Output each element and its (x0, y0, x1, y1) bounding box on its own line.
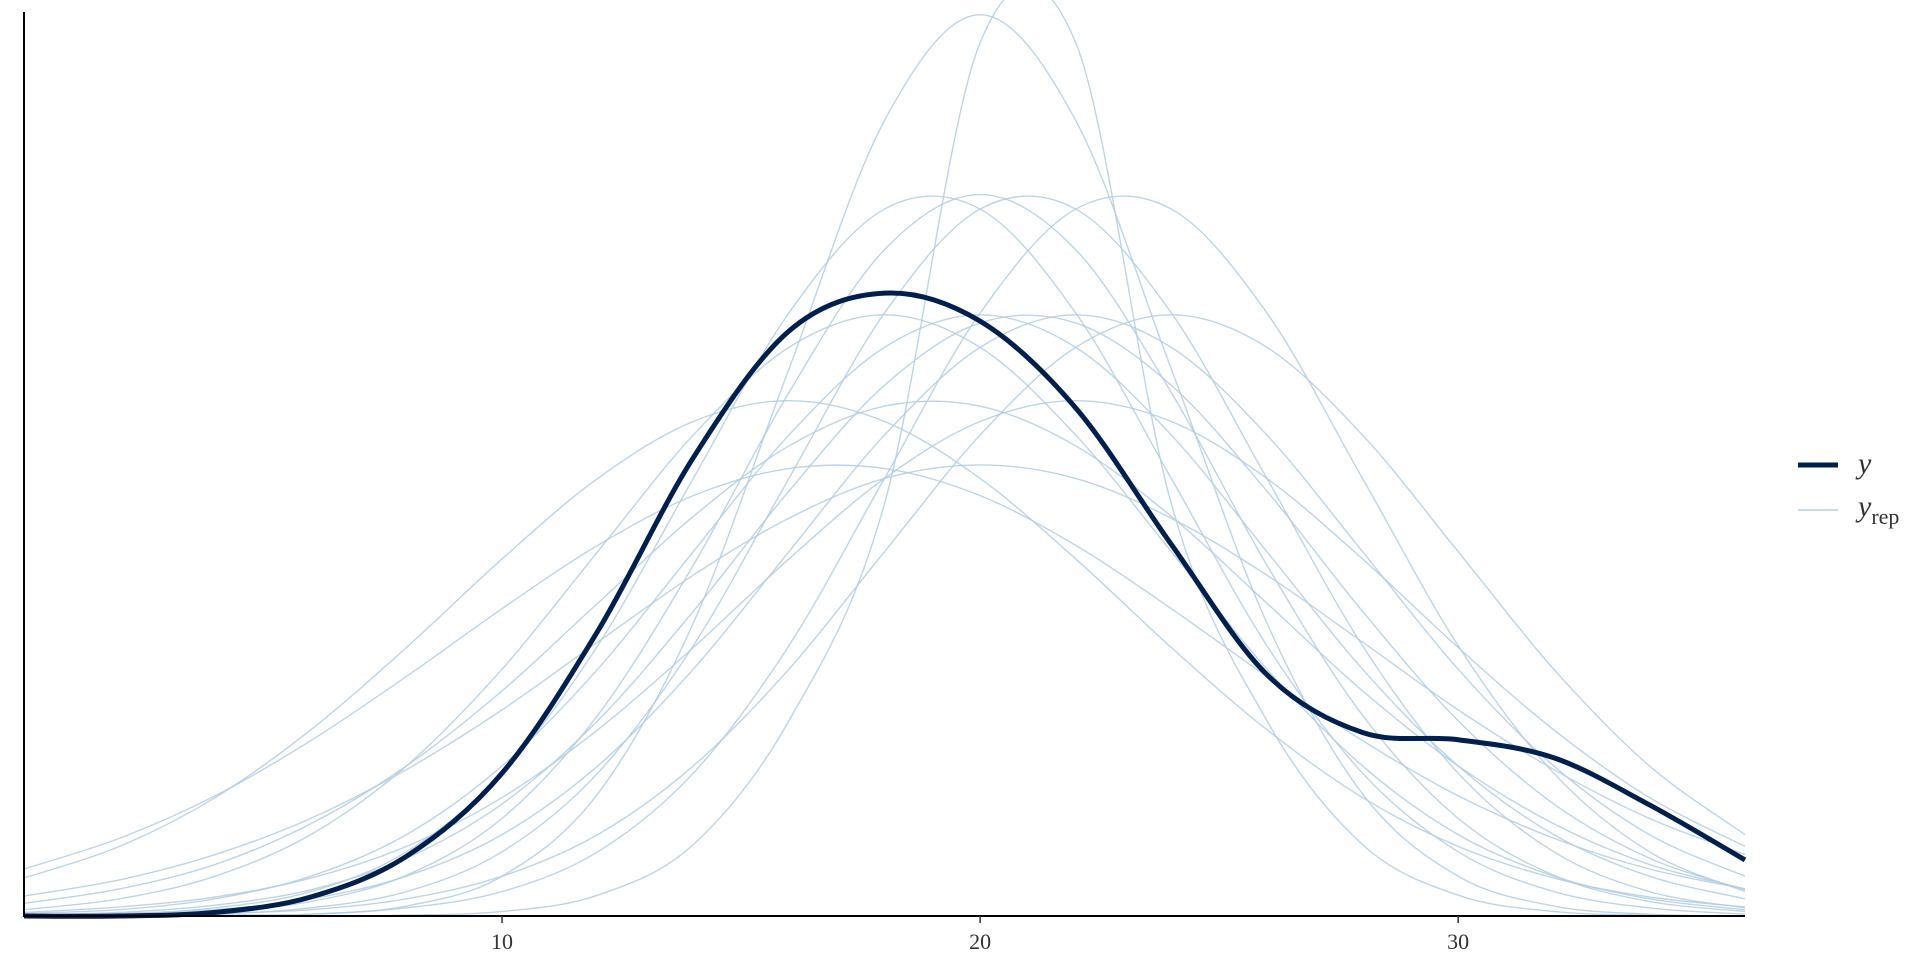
replicate-line (23, 464, 1746, 897)
x-ticks: 10 20 30 (491, 916, 1469, 954)
replicate-line (23, 400, 1746, 914)
observed-line (23, 290, 1747, 919)
replicate-line (23, 193, 1746, 917)
replicate-line (23, 14, 1746, 917)
legend-label: y (1855, 447, 1872, 480)
replicate-line (23, 314, 1746, 914)
replicate-line (23, 314, 1746, 911)
replicate-line (23, 314, 1746, 917)
legend: y yrep (1798, 447, 1899, 529)
legend-label: yrep (1855, 490, 1899, 529)
x-tick-label: 20 (969, 929, 991, 954)
replicate-line (23, 195, 1746, 917)
observed-lines (23, 290, 1747, 919)
replicate-line (23, 0, 1746, 917)
replicate-line (23, 314, 1746, 916)
replicate-line (23, 400, 1746, 905)
replicate-line (23, 400, 1746, 908)
legend-label-main: y (1855, 490, 1872, 523)
replicate-line (23, 195, 1746, 917)
x-tick-label: 30 (1447, 929, 1469, 954)
replicate-line (23, 195, 1746, 916)
replicate-line (23, 314, 1746, 916)
replicate-line (23, 464, 1746, 890)
legend-label-subscript: rep (1871, 504, 1899, 529)
replicate-lines (23, 0, 1746, 917)
x-tick-label: 10 (491, 929, 513, 954)
